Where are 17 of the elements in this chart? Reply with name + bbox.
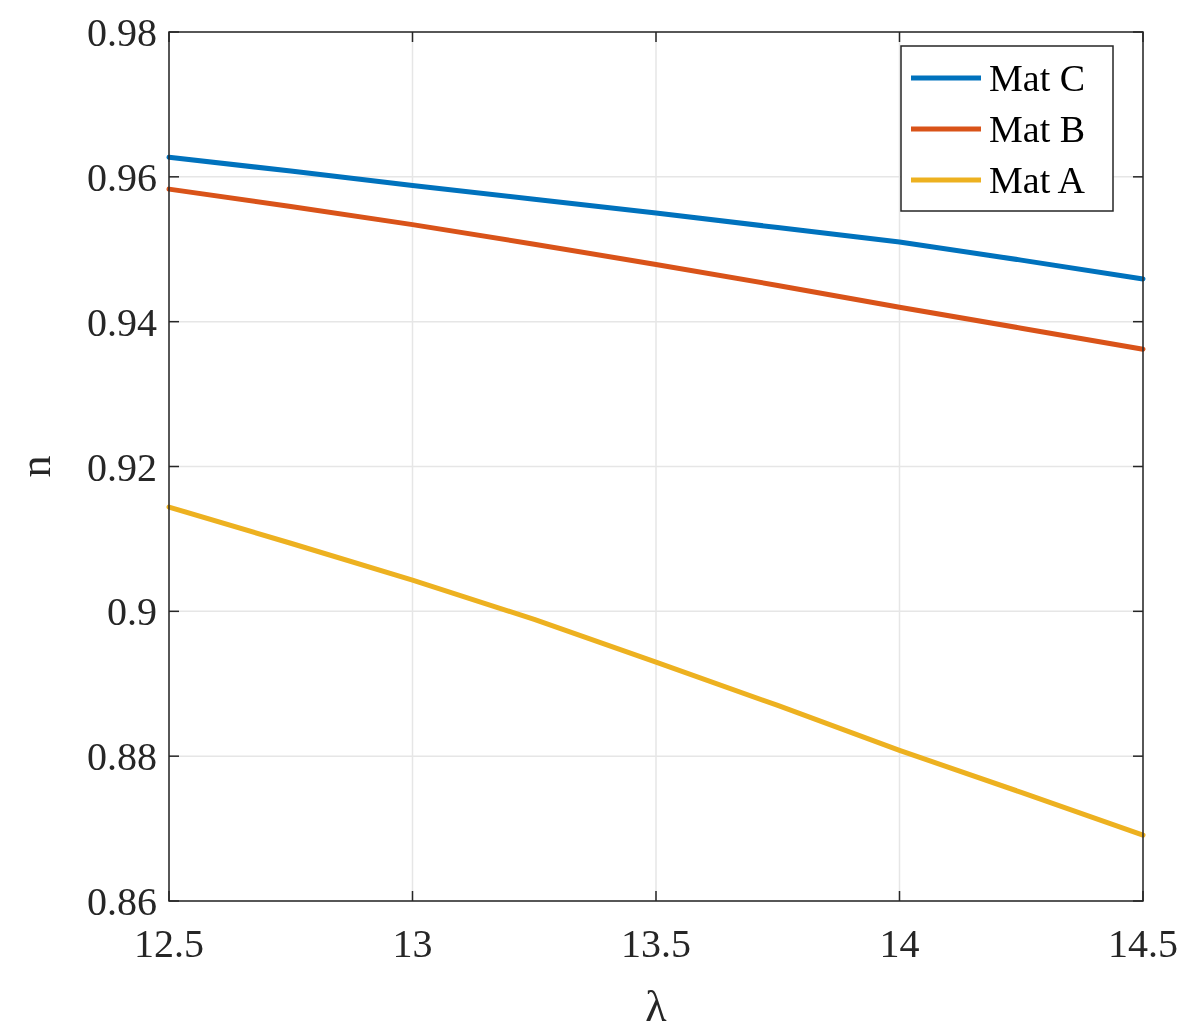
x-tick-label: 13.5 [621, 921, 691, 966]
legend-label: Mat A [989, 159, 1086, 202]
x-tick-label: 13 [392, 921, 433, 966]
y-tick-label: 0.98 [87, 10, 157, 55]
x-axis-title: λ [645, 982, 668, 1031]
x-tick-label: 14 [879, 921, 920, 966]
legend-label: Mat B [989, 108, 1086, 151]
x-tick-label: 14.5 [1108, 921, 1178, 966]
y-tick-label: 0.94 [87, 299, 157, 345]
legend-label: Mat C [989, 57, 1086, 100]
y-tick-label: 0.86 [87, 879, 157, 924]
x-tick-label: 12.5 [134, 921, 204, 966]
y-tick-label: 0.9 [107, 589, 157, 635]
y-tick-label: 0.96 [87, 154, 157, 200]
y-tick-label: 0.88 [87, 734, 157, 780]
y-tick-label: 0.92 [87, 444, 157, 490]
y-axis-title: n [11, 455, 60, 478]
